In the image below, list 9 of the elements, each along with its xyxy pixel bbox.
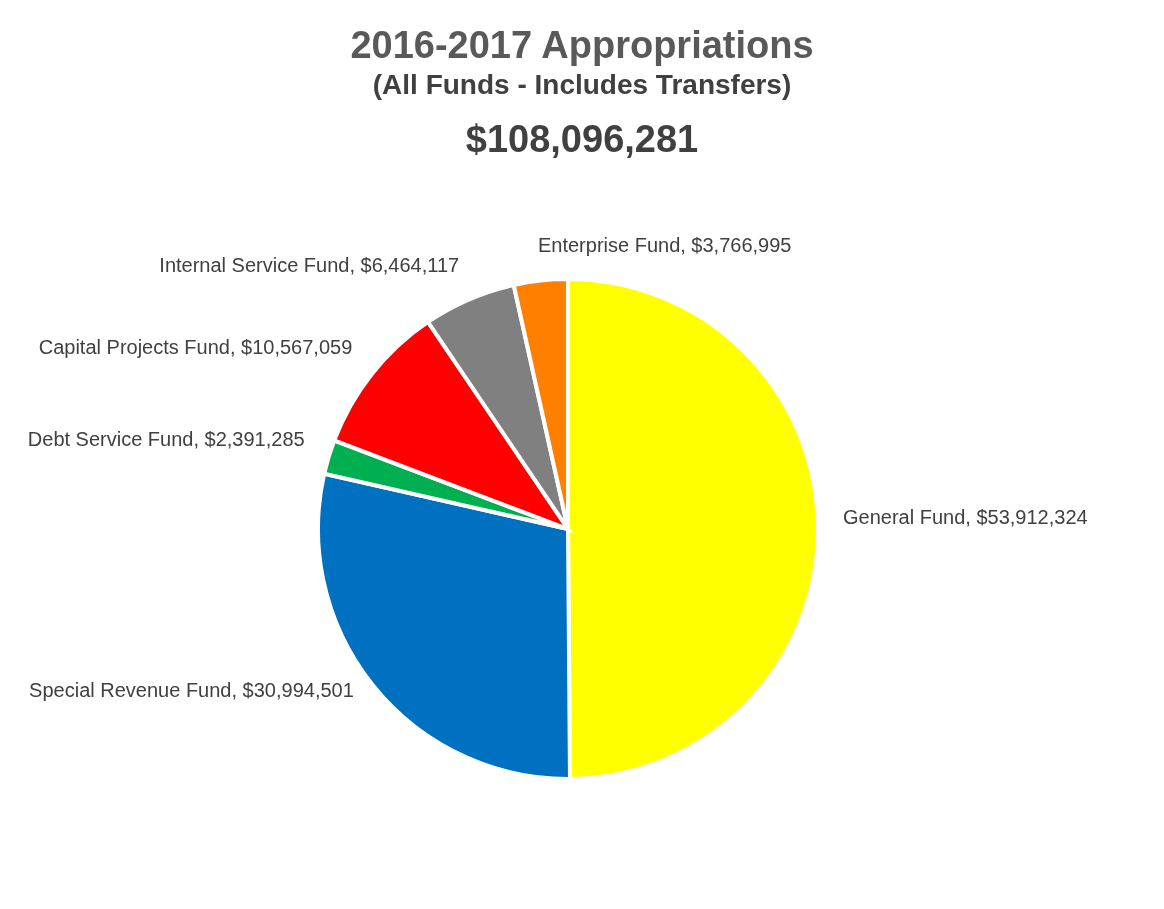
chart-subtitle: (All Funds - Includes Transfers) [372,69,792,100]
slice-label: Capital Projects Fund, $10,567,059 [38,336,353,359]
slice-label: Enterprise Fund, $3,766,995 [537,233,792,256]
text: $108,096,281 [465,118,699,160]
slice-label: Special Revenue Fund, $30,994,501 [29,679,354,702]
chart-title: 2016-2017 Appropriations [350,24,814,66]
slice-label: General Fund, $53,912,324 [843,505,1088,528]
slice-label: Internal Service Fund, $6,464,117 [159,254,460,277]
slice-label: Debt Service Fund, $2,391,285 [27,427,305,450]
